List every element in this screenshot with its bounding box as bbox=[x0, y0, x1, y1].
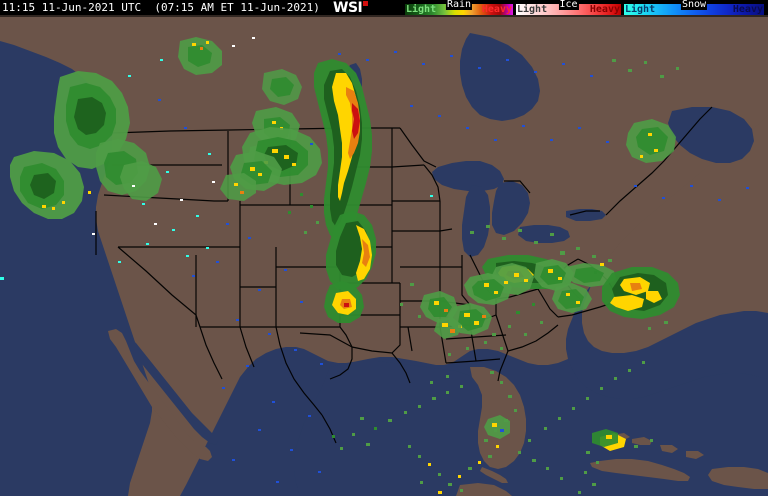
legend-rain-light-label: Light bbox=[406, 4, 437, 15]
legend-snow-title: Snow bbox=[680, 0, 708, 10]
cuba bbox=[590, 459, 690, 481]
echo-pacific-northwest bbox=[10, 71, 162, 219]
radar-map-canvas bbox=[0, 15, 768, 496]
wsi-logo-text: WSI bbox=[333, 0, 363, 16]
continental-interior bbox=[0, 15, 768, 496]
hudson-bay bbox=[460, 33, 540, 121]
timestamp-label: 11:15 11-Jun-2021 UTC (07:15 AM ET 11-Ju… bbox=[2, 1, 320, 14]
baja-california-peninsula bbox=[108, 329, 212, 461]
echo-offshore-mid-atlantic bbox=[594, 259, 680, 330]
echo-southeast bbox=[400, 259, 592, 356]
lake-ontario bbox=[566, 209, 606, 221]
legend-ice-title: Ice bbox=[558, 0, 579, 10]
gulf-of-mexico bbox=[294, 361, 498, 496]
legend-rain-heavy-label: Heavy bbox=[481, 4, 512, 15]
echo-quebec bbox=[612, 59, 679, 163]
legend-ice: Ice Light Heavy bbox=[516, 0, 621, 15]
legend-rain-title: Rain bbox=[445, 0, 473, 10]
hispaniola bbox=[708, 467, 768, 489]
legend-snow-light-label: Light bbox=[625, 4, 656, 15]
echo-sparse-noise bbox=[0, 37, 749, 483]
radar-echoes bbox=[0, 37, 749, 494]
wsi-logo: WSI bbox=[333, 0, 369, 16]
gulf-of-saint-lawrence bbox=[668, 107, 754, 163]
gulf-of-california bbox=[128, 337, 218, 445]
echo-florida-and-gulf bbox=[332, 361, 653, 494]
legend-snow-heavy-label: Heavy bbox=[732, 4, 763, 15]
yucatan-peninsula bbox=[456, 483, 512, 496]
echo-squall-line-upper-midwest bbox=[220, 59, 376, 323]
lake-michigan bbox=[462, 185, 490, 257]
lake-superior bbox=[432, 161, 504, 191]
landmass-group bbox=[0, 15, 768, 496]
registered-mark-icon bbox=[363, 1, 369, 6]
lake-erie bbox=[518, 225, 570, 243]
legend-ice-heavy-label: Heavy bbox=[589, 4, 620, 15]
radar-map[interactable] bbox=[0, 15, 768, 496]
header-bar: 11:15 11-Jun-2021 UTC (07:15 AM ET 11-Ju… bbox=[0, 0, 768, 15]
legend-rain: Rain Light Heavy bbox=[405, 0, 513, 15]
legend-ice-light-label: Light bbox=[517, 4, 548, 15]
lake-huron bbox=[492, 181, 530, 235]
legend-snow: Snow Light Heavy bbox=[624, 0, 764, 15]
florida-keys bbox=[480, 467, 508, 483]
